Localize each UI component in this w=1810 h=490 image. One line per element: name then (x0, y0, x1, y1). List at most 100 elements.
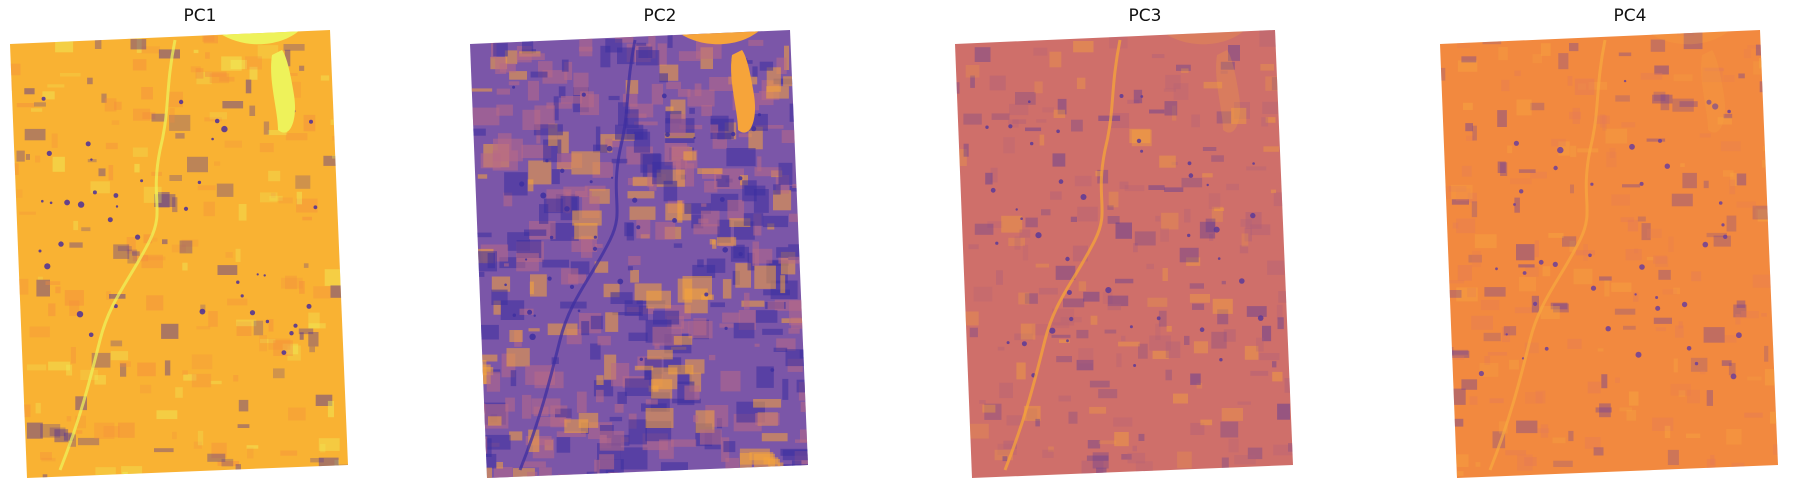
texture-patch (733, 322, 755, 339)
texture-patch (344, 94, 348, 112)
feature-dot (1635, 351, 1642, 358)
texture-patch (1537, 428, 1550, 433)
texture-patch (1234, 455, 1256, 465)
texture-patch (10, 403, 24, 408)
texture-patch (504, 172, 528, 196)
texture-patch (1479, 363, 1499, 377)
texture-patch (646, 473, 660, 478)
texture-patch (593, 144, 608, 153)
texture-patch (672, 478, 687, 487)
texture-patch (1569, 240, 1576, 252)
feature-dot (1065, 256, 1070, 262)
texture-patch (1223, 329, 1236, 342)
texture-patch (765, 468, 772, 475)
texture-patch (94, 34, 102, 49)
texture-patch (76, 430, 83, 434)
texture-patch (1461, 379, 1478, 390)
feature-dot (1187, 161, 1192, 166)
texture-patch (233, 375, 239, 382)
texture-patch (338, 76, 348, 90)
feature-dot (115, 205, 119, 208)
texture-patch (974, 47, 991, 62)
texture-patch (686, 473, 700, 478)
texture-patch (1677, 31, 1694, 36)
texture-patch (509, 431, 523, 441)
texture-patch (647, 164, 653, 188)
texture-patch (530, 71, 548, 78)
feature-dot (1552, 261, 1558, 267)
texture-patch (1475, 462, 1481, 467)
texture-patch (143, 186, 162, 203)
texture-patch (618, 102, 629, 126)
texture-patch (706, 258, 726, 273)
texture-patch (1149, 109, 1165, 114)
texture-patch (578, 46, 593, 52)
texture-patch (343, 267, 348, 279)
texture-patch (802, 81, 808, 96)
texture-patch (338, 59, 348, 68)
feature-dot (617, 278, 624, 285)
texture-patch (40, 452, 52, 460)
texture-patch (1653, 91, 1666, 101)
texture-patch (672, 398, 701, 404)
texture-patch (1664, 425, 1671, 439)
texture-patch (709, 77, 738, 91)
texture-patch (1239, 245, 1249, 254)
texture-patch (154, 448, 174, 453)
texture-patch (1744, 412, 1763, 418)
texture-patch (1297, 286, 1315, 290)
texture-patch (778, 256, 805, 264)
texture-patch (1133, 243, 1138, 253)
texture-patch (1205, 218, 1216, 233)
texture-patch (140, 384, 152, 394)
texture-patch (191, 354, 213, 370)
texture-patch (1155, 215, 1161, 222)
panel-pc3: PC3 (945, 0, 1345, 490)
texture-patch (1501, 79, 1510, 92)
texture-patch (1059, 339, 1070, 343)
texture-patch (470, 31, 471, 44)
texture-patch (556, 437, 571, 453)
texture-patch (754, 265, 776, 289)
feature-dot (1136, 138, 1142, 144)
texture-patch (1172, 105, 1177, 121)
texture-patch (1532, 54, 1542, 64)
texture-patch (558, 474, 585, 478)
feature-dot (704, 292, 709, 297)
texture-patch (37, 276, 43, 280)
texture-patch (1090, 315, 1098, 325)
texture-patch (1524, 342, 1539, 354)
feature-dot (140, 179, 144, 183)
texture-patch (596, 375, 604, 385)
texture-patch (310, 458, 324, 463)
texture-patch (817, 59, 830, 69)
texture-patch (738, 133, 752, 138)
texture-patch (259, 335, 267, 352)
texture-patch (1569, 43, 1579, 52)
texture-patch (470, 426, 474, 434)
texture-patch (470, 232, 492, 238)
feature-dot (589, 180, 593, 184)
texture-patch (235, 248, 241, 262)
texture-patch (1730, 172, 1738, 186)
texture-patch (997, 346, 1005, 351)
texture-patch (336, 157, 348, 165)
texture-patch (246, 445, 259, 449)
texture-patch (979, 400, 986, 404)
texture-patch (1035, 263, 1050, 268)
texture-patch (1133, 89, 1143, 104)
feature-dot (1681, 301, 1688, 308)
texture-patch (1070, 216, 1077, 222)
texture-patch (141, 254, 163, 269)
texture-patch (817, 317, 822, 328)
texture-patch (1530, 171, 1547, 179)
texture-patch (777, 462, 784, 469)
texture-patch (347, 468, 348, 478)
texture-patch (504, 50, 518, 65)
texture-patch (800, 401, 808, 412)
texture-patch (273, 340, 293, 356)
raster-content (1440, 30, 1778, 478)
texture-patch (479, 467, 492, 478)
texture-patch (470, 88, 493, 92)
texture-patch (172, 197, 178, 213)
